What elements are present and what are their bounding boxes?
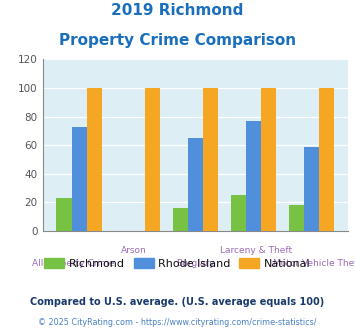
Text: Arson: Arson [121, 246, 147, 255]
Text: © 2025 CityRating.com - https://www.cityrating.com/crime-statistics/: © 2025 CityRating.com - https://www.city… [38, 318, 317, 327]
Bar [304, 147, 319, 231]
Text: 2019 Richmond: 2019 Richmond [111, 3, 244, 18]
Bar [203, 88, 218, 231]
Text: Motor Vehicle Theft: Motor Vehicle Theft [273, 259, 355, 268]
Bar [145, 88, 160, 231]
Bar [231, 195, 246, 231]
Text: Burglary: Burglary [176, 259, 214, 268]
Bar [289, 205, 304, 231]
Text: Property Crime Comparison: Property Crime Comparison [59, 33, 296, 48]
Bar [246, 121, 261, 231]
Legend: Richmond, Rhode Island, National: Richmond, Rhode Island, National [40, 254, 315, 273]
Text: Compared to U.S. average. (U.S. average equals 100): Compared to U.S. average. (U.S. average … [31, 297, 324, 307]
Text: All Property Crime: All Property Crime [32, 259, 114, 268]
Bar [87, 88, 102, 231]
Bar [56, 198, 72, 231]
Bar [261, 88, 276, 231]
Bar [72, 127, 87, 231]
Bar [319, 88, 334, 231]
Bar [173, 208, 188, 231]
Bar [188, 138, 203, 231]
Text: Larceny & Theft: Larceny & Theft [220, 246, 293, 255]
